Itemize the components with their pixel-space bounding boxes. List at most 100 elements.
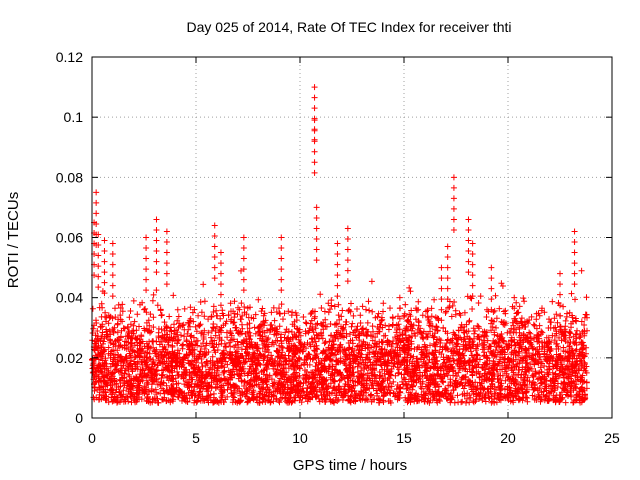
roti-point bbox=[469, 272, 476, 279]
x-tick-label: 20 bbox=[500, 430, 516, 446]
roti-point bbox=[311, 117, 318, 124]
y-axis-title: ROTI / TECUs bbox=[5, 192, 22, 288]
roti-point bbox=[217, 270, 224, 277]
roti-point bbox=[101, 237, 108, 244]
roti-point bbox=[153, 269, 160, 276]
roti-point bbox=[511, 315, 518, 322]
roti-point bbox=[450, 226, 457, 233]
roti-point bbox=[311, 138, 318, 145]
roti-point bbox=[109, 282, 116, 289]
roti-point bbox=[143, 276, 150, 283]
roti-point bbox=[444, 254, 451, 261]
roti-point bbox=[571, 249, 578, 256]
roti-point bbox=[313, 246, 320, 253]
roti-point bbox=[143, 255, 150, 262]
y-tick-labels: 0 0.02 0.04 0.06 0.08 0.1 0.12 bbox=[56, 49, 83, 426]
roti-point bbox=[311, 169, 318, 176]
roti-point bbox=[143, 287, 150, 294]
y-tick-label: 0.02 bbox=[56, 350, 83, 366]
data-points bbox=[89, 84, 590, 406]
roti-point bbox=[109, 272, 116, 279]
roti-point bbox=[488, 296, 495, 303]
roti-point bbox=[278, 234, 285, 241]
roti-point bbox=[557, 312, 563, 319]
roti-point bbox=[217, 281, 224, 288]
roti-point bbox=[334, 272, 341, 279]
roti-point bbox=[465, 216, 472, 223]
roti-point bbox=[143, 234, 150, 241]
roti-point bbox=[344, 278, 351, 285]
roti-point bbox=[101, 290, 108, 297]
roti-point bbox=[163, 260, 170, 267]
roti-point bbox=[163, 281, 170, 288]
roti-point bbox=[488, 264, 495, 271]
roti-point bbox=[344, 267, 351, 274]
roti-point bbox=[511, 347, 518, 354]
roti-point bbox=[313, 225, 320, 232]
roti-point bbox=[101, 279, 108, 286]
roti-point bbox=[109, 261, 116, 268]
roti-point bbox=[444, 243, 451, 250]
roti-point bbox=[313, 236, 320, 243]
roti-point bbox=[95, 252, 102, 259]
roti-point bbox=[313, 214, 320, 221]
roti-point bbox=[211, 254, 218, 261]
roti-point bbox=[511, 336, 518, 343]
roti-point bbox=[311, 105, 318, 112]
roti-point bbox=[396, 347, 403, 354]
chart-title: Day 025 of 2014, Rate Of TEC Index for r… bbox=[186, 19, 511, 35]
roti-point bbox=[153, 248, 160, 255]
roti-point bbox=[465, 258, 472, 265]
roti-point bbox=[217, 260, 224, 267]
roti-point bbox=[511, 294, 518, 301]
roti-point bbox=[571, 239, 578, 246]
roti-point bbox=[211, 243, 218, 250]
roti-point bbox=[95, 231, 102, 238]
x-tick-label: 25 bbox=[604, 430, 620, 446]
roti-point bbox=[571, 260, 578, 267]
roti-point bbox=[143, 266, 150, 273]
roti-point bbox=[444, 296, 451, 303]
roti-point bbox=[211, 264, 218, 271]
roti-point bbox=[278, 245, 285, 252]
roti-point bbox=[278, 276, 285, 283]
roti-point bbox=[163, 270, 170, 277]
y-tick-label: 0.12 bbox=[56, 49, 83, 65]
roti-point bbox=[93, 210, 100, 217]
axis-ticks bbox=[91, 56, 613, 419]
roti-point bbox=[557, 281, 563, 288]
x-tick-label: 15 bbox=[396, 430, 412, 446]
roti-point bbox=[344, 246, 351, 253]
roti-point bbox=[313, 257, 320, 264]
roti-point bbox=[153, 226, 160, 233]
roti-point bbox=[469, 282, 476, 289]
roti-point bbox=[101, 269, 108, 276]
roti-point bbox=[240, 234, 247, 241]
roti-point bbox=[211, 275, 218, 282]
roti-point bbox=[438, 317, 445, 324]
roti-point bbox=[240, 255, 247, 262]
roti-point bbox=[396, 305, 403, 312]
roti-point bbox=[278, 255, 285, 262]
roti-point bbox=[334, 261, 341, 268]
roti-point bbox=[95, 284, 102, 291]
roti-point bbox=[240, 276, 247, 283]
y-tick-label: 0.1 bbox=[64, 109, 84, 125]
roti-point bbox=[571, 270, 578, 277]
roti-point bbox=[465, 237, 472, 244]
roti-point bbox=[438, 296, 445, 303]
roti-point bbox=[93, 199, 100, 206]
x-tick-label: 0 bbox=[88, 430, 96, 446]
roti-point bbox=[488, 317, 495, 324]
roti-point bbox=[334, 293, 341, 300]
roti-baseline-markers bbox=[89, 267, 590, 406]
y-tick-label: 0.06 bbox=[56, 230, 83, 246]
roti-point bbox=[344, 257, 351, 264]
roti-point bbox=[334, 240, 341, 247]
x-axis-title: GPS time / hours bbox=[293, 457, 407, 474]
roti-point bbox=[101, 258, 108, 265]
roti-point bbox=[571, 228, 578, 235]
roti-point bbox=[95, 263, 102, 270]
roti-point bbox=[469, 251, 476, 258]
